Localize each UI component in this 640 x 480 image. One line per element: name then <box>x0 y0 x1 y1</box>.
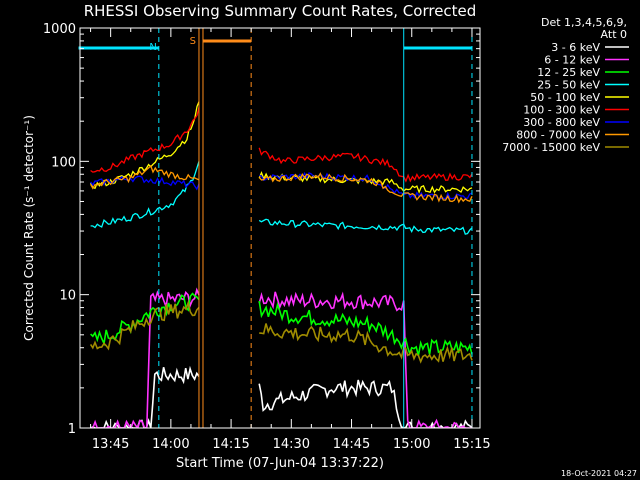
chart-labels: RHESSI Observing Summary Count Rates, Co… <box>22 2 637 478</box>
x-tick-label-1400: 14:00 <box>152 437 189 452</box>
legend-label-8: 800 - 7000 keV <box>516 129 600 142</box>
x-tick-label-1500: 15:00 <box>393 437 430 452</box>
series-line-9-pre <box>89 300 200 351</box>
series-line-1-post <box>258 379 473 428</box>
x-tick-label-1345: 13:45 <box>92 437 129 452</box>
series-line-8-post <box>258 172 473 204</box>
y-tick-label-100: 100 <box>51 155 76 170</box>
saa-label: S <box>190 36 196 47</box>
x-tick-label-1430: 14:30 <box>273 437 310 452</box>
series-line-4-pre <box>90 161 200 229</box>
series-line-6-post <box>258 147 473 183</box>
y-axis-label: Corrected Count Rate (s⁻¹ detector⁻¹) <box>22 115 36 341</box>
x-axis-label: Start Time (07-Jun-04 13:37:22) <box>176 456 384 471</box>
series-line-4-post <box>258 218 473 235</box>
legend-title-line-1: Det 1,3,4,5,6,9, <box>541 16 627 29</box>
y-tick-label-1000: 1000 <box>43 22 76 37</box>
legend-label-2: 6 - 12 keV <box>544 54 600 67</box>
series-line-3-pre <box>90 292 200 347</box>
y-tick-label-10: 10 <box>59 289 76 304</box>
legend-label-5: 50 - 100 keV <box>530 91 600 104</box>
series-line-7-post <box>258 171 473 200</box>
chart-title: RHESSI Observing Summary Count Rates, Co… <box>84 2 477 20</box>
series-line-6-pre <box>90 107 200 173</box>
legend-label-4: 25 - 50 keV <box>537 79 600 92</box>
legend-label-1: 3 - 6 keV <box>551 41 600 54</box>
series-line-5-pre <box>90 101 200 190</box>
series-line-7-pre <box>90 175 200 191</box>
footer-timestamp: 18-Oct-2021 04:27 <box>561 469 637 478</box>
night-label: N <box>149 42 156 53</box>
y-tick-label-1: 1 <box>68 422 76 437</box>
legend-label-3: 12 - 25 keV <box>537 66 600 79</box>
series-line-3-post <box>258 300 473 357</box>
annotation-group: NS <box>78 28 473 428</box>
legend-label-9: 7000 - 15000 keV <box>502 141 600 154</box>
series-group <box>89 101 473 428</box>
legend-label-6: 100 - 300 keV <box>523 104 600 117</box>
series-line-9-post <box>259 323 473 364</box>
series-line-1-pre <box>90 365 200 428</box>
x-axis: 13:45 14:00 14:15 14:30 14:45 15:00 15:15 <box>90 28 491 452</box>
x-tick-label-1515: 15:15 <box>453 437 490 452</box>
legend-title-line-2: Att 0 <box>601 28 627 41</box>
legend-label-7: 300 - 800 keV <box>523 116 600 129</box>
y-axis: 1 10 100 1000 <box>43 22 480 437</box>
x-tick-label-1415: 14:15 <box>212 437 249 452</box>
series-line-8-pre <box>90 164 200 190</box>
x-tick-label-1445: 14:45 <box>333 437 370 452</box>
plot-frame <box>79 27 481 429</box>
series-line-2-post <box>258 291 472 428</box>
